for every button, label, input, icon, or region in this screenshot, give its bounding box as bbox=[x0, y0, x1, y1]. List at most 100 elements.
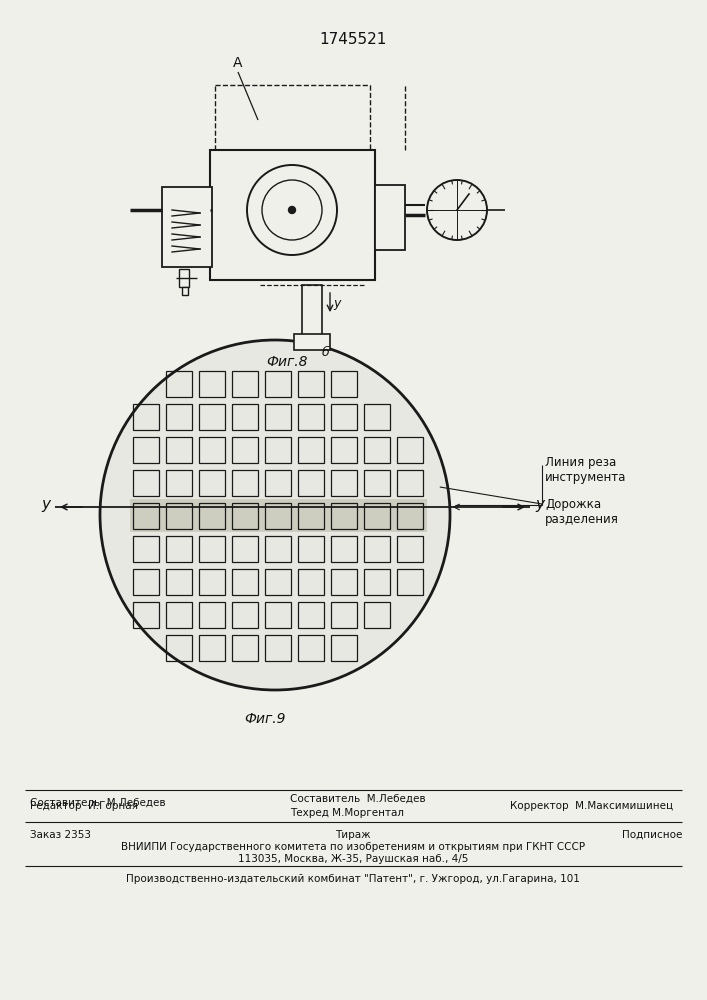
Bar bbox=[327, 498, 361, 532]
Bar bbox=[132, 436, 158, 462]
Text: б: б bbox=[322, 347, 329, 360]
Bar bbox=[330, 470, 356, 495]
Bar bbox=[298, 403, 324, 430]
Bar bbox=[330, 370, 356, 396]
Bar bbox=[231, 536, 257, 562]
Bar bbox=[298, 470, 324, 495]
Bar bbox=[298, 601, 324, 628]
Bar bbox=[298, 436, 324, 462]
Bar bbox=[264, 403, 291, 430]
Bar bbox=[199, 502, 225, 528]
Bar bbox=[165, 635, 192, 660]
Bar bbox=[165, 601, 192, 628]
Text: Редактор  И.Горная: Редактор И.Горная bbox=[30, 801, 138, 811]
Bar bbox=[165, 568, 192, 594]
Text: у: у bbox=[535, 497, 544, 512]
Bar bbox=[330, 403, 356, 430]
Bar bbox=[165, 536, 192, 562]
Bar bbox=[165, 370, 192, 396]
Bar bbox=[330, 601, 356, 628]
Text: Фиг.8: Фиг.8 bbox=[267, 355, 308, 369]
Bar bbox=[294, 334, 330, 350]
Bar bbox=[231, 470, 257, 495]
Bar bbox=[228, 498, 262, 532]
Bar bbox=[363, 601, 390, 628]
Bar bbox=[397, 470, 423, 495]
Bar bbox=[199, 370, 225, 396]
Text: Составитель  М.Лебедев: Составитель М.Лебедев bbox=[30, 798, 165, 808]
Bar bbox=[298, 502, 324, 528]
Bar bbox=[165, 470, 192, 495]
Bar bbox=[231, 635, 257, 660]
Text: Производственно-издательский комбинат "Патент", г. Ужгород, ул.Гагарина, 101: Производственно-издательский комбинат "П… bbox=[126, 874, 580, 884]
Text: Тираж: Тираж bbox=[335, 830, 370, 840]
Bar bbox=[199, 635, 225, 660]
Bar bbox=[162, 187, 212, 267]
Bar bbox=[330, 536, 356, 562]
Bar bbox=[132, 470, 158, 495]
Circle shape bbox=[427, 180, 487, 240]
Text: 1745521: 1745521 bbox=[320, 32, 387, 47]
Bar bbox=[210, 150, 375, 280]
Bar bbox=[132, 536, 158, 562]
Text: Фиг.9: Фиг.9 bbox=[244, 712, 286, 726]
Text: у: у bbox=[41, 497, 50, 512]
Bar bbox=[231, 601, 257, 628]
Text: Подписное: Подписное bbox=[621, 830, 682, 840]
Bar bbox=[330, 502, 356, 528]
Circle shape bbox=[288, 207, 296, 214]
Bar bbox=[302, 285, 322, 335]
Bar bbox=[132, 568, 158, 594]
Bar bbox=[264, 536, 291, 562]
Bar bbox=[231, 436, 257, 462]
Bar bbox=[298, 635, 324, 660]
Bar bbox=[179, 269, 189, 287]
Bar bbox=[264, 370, 291, 396]
Bar bbox=[199, 470, 225, 495]
Bar bbox=[264, 436, 291, 462]
Bar bbox=[361, 498, 394, 532]
Bar bbox=[264, 635, 291, 660]
Bar bbox=[264, 568, 291, 594]
Text: у: у bbox=[333, 296, 340, 310]
Text: 113035, Москва, Ж-35, Раушская наб., 4/5: 113035, Москва, Ж-35, Раушская наб., 4/5 bbox=[238, 854, 468, 864]
Bar bbox=[165, 436, 192, 462]
Text: Дорожка
разделения: Дорожка разделения bbox=[545, 498, 619, 526]
Bar bbox=[231, 502, 257, 528]
Bar bbox=[298, 568, 324, 594]
Bar bbox=[330, 568, 356, 594]
Text: Корректор  М.Максимишинец: Корректор М.Максимишинец bbox=[510, 801, 673, 811]
Text: Заказ 2353: Заказ 2353 bbox=[30, 830, 91, 840]
Bar bbox=[363, 403, 390, 430]
Bar bbox=[397, 568, 423, 594]
Bar bbox=[363, 536, 390, 562]
Bar bbox=[363, 436, 390, 462]
Bar bbox=[199, 436, 225, 462]
Bar bbox=[165, 403, 192, 430]
Text: Линия реза
инструмента: Линия реза инструмента bbox=[545, 456, 626, 484]
Bar bbox=[199, 403, 225, 430]
Bar bbox=[132, 403, 158, 430]
Bar bbox=[397, 502, 423, 528]
Bar bbox=[262, 498, 295, 532]
Bar bbox=[363, 470, 390, 495]
Bar bbox=[182, 287, 188, 295]
Bar bbox=[330, 436, 356, 462]
Text: А: А bbox=[233, 56, 243, 70]
Bar bbox=[330, 635, 356, 660]
Bar bbox=[132, 601, 158, 628]
Bar bbox=[231, 568, 257, 594]
Bar bbox=[231, 370, 257, 396]
Bar bbox=[264, 470, 291, 495]
Bar bbox=[397, 436, 423, 462]
Bar bbox=[264, 601, 291, 628]
Text: ВНИИПИ Государственного комитета по изобретениям и открытиям при ГКНТ СССР: ВНИИПИ Государственного комитета по изоб… bbox=[121, 842, 585, 852]
Circle shape bbox=[100, 340, 450, 690]
Bar bbox=[199, 536, 225, 562]
Bar bbox=[394, 498, 426, 532]
Bar bbox=[298, 370, 324, 396]
Bar bbox=[199, 568, 225, 594]
Bar bbox=[199, 601, 225, 628]
Bar bbox=[196, 498, 228, 532]
Bar bbox=[132, 502, 158, 528]
